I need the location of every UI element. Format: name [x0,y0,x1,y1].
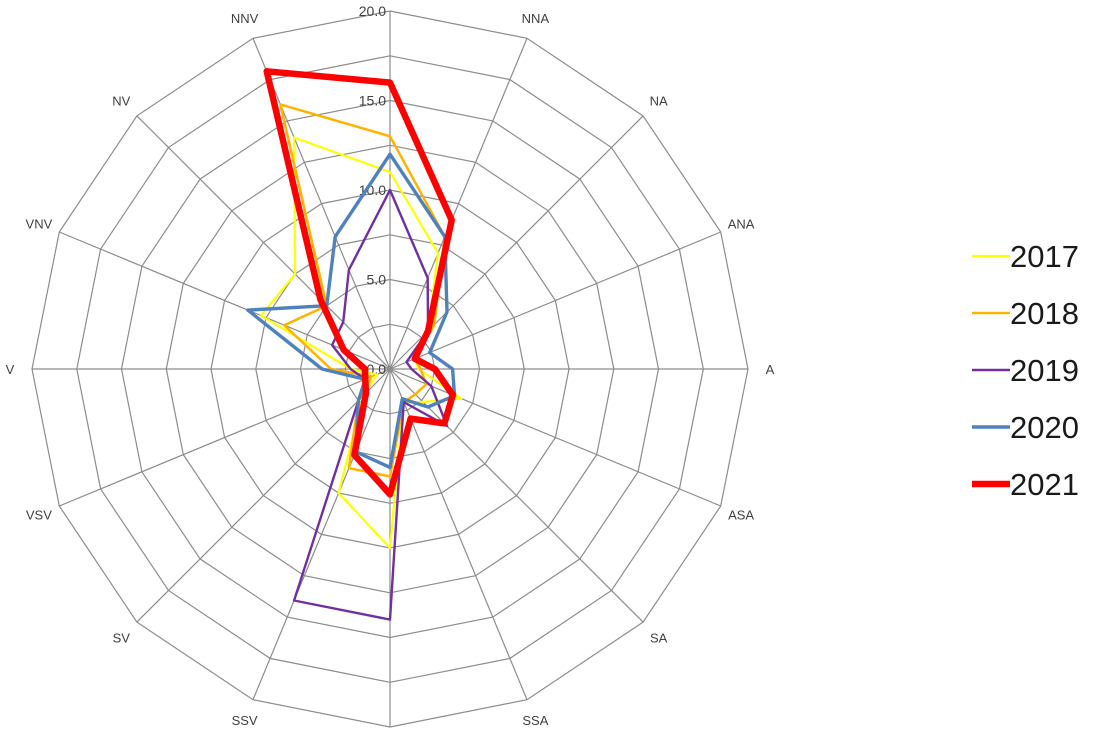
legend: 2017 2018 2019 2020 2021 [972,239,1079,502]
legend-label-2017: 2017 [1010,239,1079,274]
direction-label: NNA [522,11,550,26]
direction-label: NV [112,93,130,108]
tick-label: 20.0 [359,3,386,19]
series-lines [246,68,463,621]
tick-label: 15.0 [359,93,386,109]
grid-spoke [389,38,528,370]
direction-label: SSV [232,713,258,728]
grid-spoke [136,368,391,623]
grid-spoke [389,368,528,700]
direction-label: NNV [231,11,259,26]
grid-spoke [252,368,391,700]
direction-label: ANA [728,217,755,232]
direction-label: A [766,362,775,377]
grid-spoke [59,368,391,507]
grid-spoke [136,115,391,370]
direction-label: VSV [26,507,52,522]
tick-label: 5.0 [367,272,387,288]
grid-spoke [389,231,721,370]
direction-label: SV [113,631,131,646]
grid-spoke [59,231,391,370]
direction-label: V [6,362,15,377]
legend-label-2020: 2020 [1010,410,1079,445]
direction-label: VNV [26,217,53,232]
direction-label: SSA [522,713,548,728]
legend-label-2021: 2021 [1010,467,1079,502]
series-2021 [263,68,457,498]
direction-label: SA [650,631,668,646]
legend-label-2018: 2018 [1010,296,1079,331]
tick-label: 10.0 [359,182,386,198]
grid-spoke [389,368,721,507]
direction-labels: NNNANAANAAASASASSASSSVSVVSVVVNVNVNNV [6,11,775,728]
grid-spoke [252,38,391,370]
grid-spoke [389,368,644,623]
direction-label: NA [650,93,668,108]
legend-label-2019: 2019 [1010,353,1079,388]
direction-label: ASA [728,507,754,522]
series-2020 [246,152,457,470]
radial-tick-labels: 0.05.010.015.020.0 [359,3,386,377]
